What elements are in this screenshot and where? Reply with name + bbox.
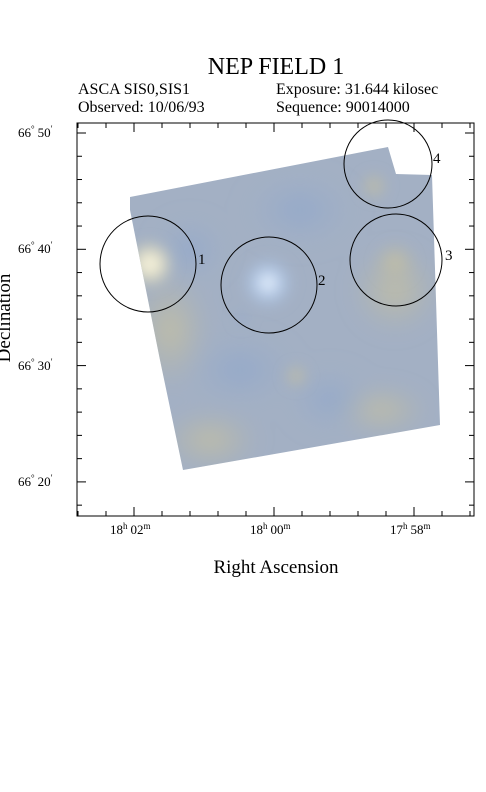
y-tick-label-6640: 66° 40′ <box>18 240 53 256</box>
exposure-label: Exposure: 31.644 kilosec <box>276 81 439 98</box>
region-label-1: 1 <box>198 252 206 268</box>
instrument-label: ASCA SIS0,SIS1 <box>78 81 191 98</box>
region-label-3: 3 <box>445 248 453 264</box>
sequence-label: Sequence: 90014000 <box>276 99 410 116</box>
y-tick-label-6630: 66° 30′ <box>18 357 53 373</box>
region-label-2: 2 <box>318 273 326 289</box>
figure-title: NEP FIELD 1 <box>207 54 345 80</box>
region-circle-3 <box>349 213 443 307</box>
region-circle-4 <box>343 119 433 209</box>
y-tick-label-5050: 66° 50′ <box>18 124 53 140</box>
x-tick-label-1800: 18h 00m <box>250 521 291 537</box>
xray-image <box>130 147 440 470</box>
observed-label: Observed: 10/06/93 <box>78 99 205 116</box>
region-circle-1 <box>99 215 197 313</box>
region-circle-2 <box>220 236 318 334</box>
x-tick-label-1802: 18h 02m <box>110 521 151 537</box>
y-axis-title: Declination <box>0 273 15 362</box>
x-axis-title: Right Ascension <box>213 557 339 578</box>
tick-marks <box>77 123 474 516</box>
region-label-4: 4 <box>433 151 441 167</box>
x-tick-label-1758: 17h 58m <box>390 521 431 537</box>
y-tick-label-6620: 66° 20′ <box>18 473 53 489</box>
